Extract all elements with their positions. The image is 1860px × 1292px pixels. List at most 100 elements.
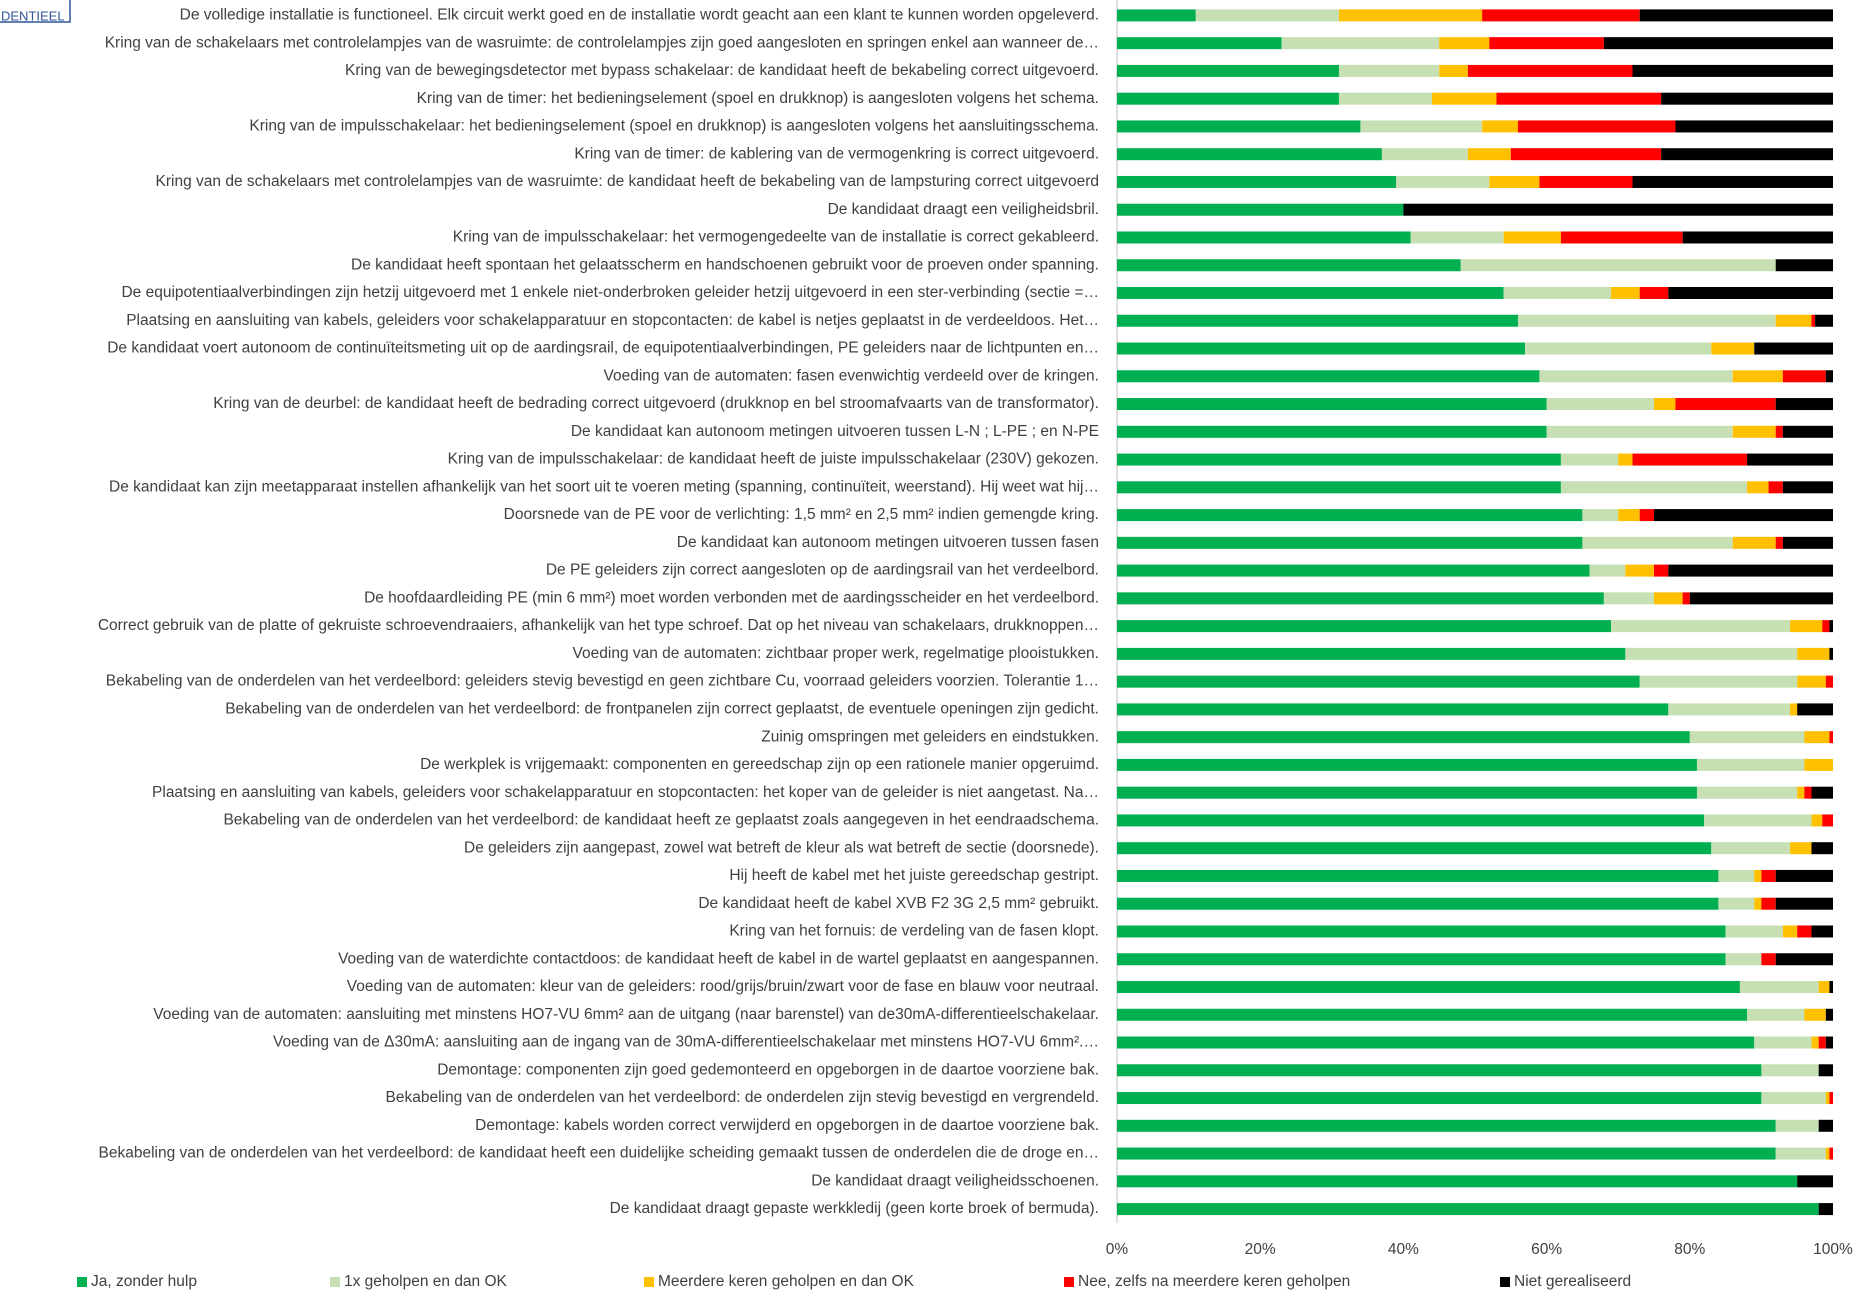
y-tick-label: Bekabeling van de onderdelen van het ver… xyxy=(99,1145,1099,1162)
bar-segment xyxy=(1754,897,1762,910)
y-tick-label: De equipotentiaalverbindingen zijn hetzi… xyxy=(121,284,1099,301)
bar-segment xyxy=(1775,314,1812,327)
bar-segment xyxy=(1829,620,1833,633)
bar-segment xyxy=(1632,175,1833,188)
bar-segment xyxy=(1696,786,1798,799)
y-tick-label: De kandidaat kan autonoom metingen uitvo… xyxy=(571,423,1099,440)
bar-segment xyxy=(1829,731,1833,744)
bar-segment xyxy=(1797,1175,1833,1188)
bar-segment xyxy=(1804,731,1830,744)
bar-segment xyxy=(1482,120,1518,133)
bar-segment xyxy=(1782,370,1826,383)
bar-segment xyxy=(1654,592,1683,605)
y-tick-label: Bekabeling van de onderdelen van het ver… xyxy=(223,812,1099,829)
bar-segment xyxy=(1797,786,1805,799)
bar-segment xyxy=(1829,981,1833,993)
bar-segment xyxy=(1117,731,1690,744)
y-tick-label: Bekabeling van de onderdelen van het ver… xyxy=(106,673,1099,690)
bar-segment xyxy=(1829,647,1833,660)
x-tick-label: 100% xyxy=(1813,1241,1853,1258)
bar-segment xyxy=(1546,398,1654,411)
bar-segment xyxy=(1117,786,1697,799)
x-tick-label: 40% xyxy=(1388,1241,1419,1258)
bar-segment xyxy=(1525,342,1712,355)
bar-segment xyxy=(1654,398,1676,411)
y-tick-label: Demontage: kabels worden correct verwijd… xyxy=(475,1117,1099,1134)
y-tick-label: Kring van de deurbel: de kandidaat heeft… xyxy=(213,395,1099,412)
bar-segment xyxy=(1117,203,1404,216)
bar-segment xyxy=(1117,703,1669,716)
bar-segment xyxy=(1117,287,1504,299)
bar-segment xyxy=(1117,953,1726,966)
bar-segment xyxy=(1117,148,1382,161)
bar-segment xyxy=(1790,703,1798,716)
bar-segment xyxy=(1117,897,1719,910)
bar-segment xyxy=(1539,175,1633,188)
y-tick-label: Demontage: componenten zijn goed gedemon… xyxy=(437,1061,1099,1078)
bar-segment xyxy=(1117,398,1547,411)
bar-segment xyxy=(1195,9,1339,22)
bar-segment xyxy=(1117,536,1583,549)
bar-segment xyxy=(1782,481,1833,494)
y-tick-label: Bekabeling van de onderdelen van het ver… xyxy=(386,1089,1100,1106)
bar-segment xyxy=(1117,509,1583,522)
bar-segment xyxy=(1639,287,1669,299)
bar-segment xyxy=(1811,314,1816,327)
bar-segment xyxy=(1718,869,1755,882)
bar-segment xyxy=(1732,536,1776,549)
bar-segment xyxy=(1811,786,1833,799)
bar-segment xyxy=(1775,1147,1826,1160)
y-tick-label: De werkplek is vrijgemaakt: componenten … xyxy=(420,756,1099,773)
bar-segment xyxy=(1117,1036,1755,1049)
bar-segment xyxy=(1117,1008,1748,1021)
bar-segment xyxy=(1822,620,1830,633)
y-tick-label: Voeding van de automaten: fasen evenwich… xyxy=(604,367,1099,384)
bar-segment xyxy=(1611,287,1640,299)
bar-segment xyxy=(1825,675,1833,688)
bar-segment xyxy=(1117,814,1705,827)
bar-segment xyxy=(1396,175,1490,188)
x-tick-label: 0% xyxy=(1106,1241,1129,1258)
bar-segment xyxy=(1117,758,1697,771)
y-tick-label: Voeding van de automaten: zichtbaar prop… xyxy=(573,645,1099,662)
y-tick-label: De kandidaat kan zijn meetapparaat inste… xyxy=(109,478,1099,495)
bar-segment xyxy=(1117,592,1604,605)
bar-segment xyxy=(1117,981,1740,993)
bar-segment xyxy=(1732,425,1776,438)
y-tick-label: Voeding van de waterdichte contactdoos: … xyxy=(338,950,1099,967)
bar-segment xyxy=(1732,370,1783,383)
bar-segment xyxy=(1117,564,1590,577)
x-tick-label: 80% xyxy=(1674,1241,1705,1258)
y-tick-label: De PE geleiders zijn correct aangesloten… xyxy=(546,562,1099,579)
bar-segment xyxy=(1117,37,1282,50)
bar-segment xyxy=(1546,425,1733,438)
bar-segment xyxy=(1403,203,1833,216)
bar-segment xyxy=(1682,592,1690,605)
y-tick-label: Kring van de timer: het bedieningselemen… xyxy=(417,90,1099,107)
bar-segment xyxy=(1775,953,1833,966)
badge: DENTIEEL xyxy=(1,8,65,23)
bar-segment xyxy=(1117,675,1640,688)
y-tick-label: Kring van de impulsschakelaar: de kandid… xyxy=(448,451,1099,468)
y-tick-label: Voeding van de automaten: kleur van de g… xyxy=(347,978,1099,995)
bar-segment xyxy=(1117,453,1561,466)
bar-segment xyxy=(1811,1036,1819,1049)
bar-segment xyxy=(1782,425,1833,438)
bar-segment xyxy=(1815,314,1833,327)
bar-segment xyxy=(1675,398,1776,411)
bar-segment xyxy=(1117,647,1626,660)
bar-segment xyxy=(1689,731,1805,744)
bar-segment xyxy=(1117,1203,1819,1216)
bar-segment xyxy=(1761,897,1776,910)
bar-segment xyxy=(1467,148,1511,161)
y-tick-label: Kring van de impulsschakelaar: het bedie… xyxy=(249,118,1099,135)
bar-segment xyxy=(1560,231,1683,244)
legend-label: Niet gerealiseerd xyxy=(1514,1273,1631,1290)
bar-segment xyxy=(1689,592,1833,605)
bar-segment xyxy=(1489,37,1604,50)
legend-label: Meerdere keren geholpen en dan OK xyxy=(658,1273,915,1290)
bar-segment xyxy=(1804,758,1833,771)
bar-segment xyxy=(1775,398,1833,411)
bar-segment xyxy=(1804,1008,1826,1021)
bar-segment xyxy=(1739,981,1819,993)
